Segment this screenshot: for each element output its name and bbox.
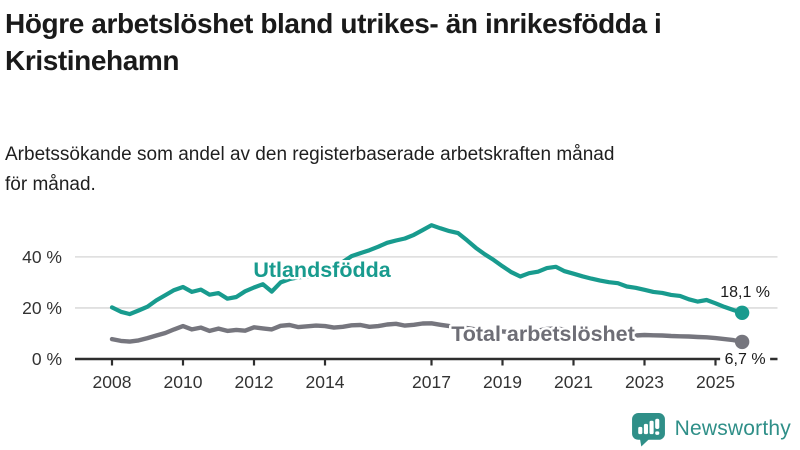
page-title-line-1: Högre arbetslöshet bland utrikes- än inr… [5,8,662,39]
x-axis-label: 2008 [93,372,132,392]
series-utlandsfodda-line [109,223,745,317]
annotation-background [720,350,771,368]
y-axis-label: 20 % [22,298,62,318]
x-axis-labels: 2008 2010 2012 2014 2017 2019 2021 2023 2025 [93,372,735,392]
page-subtitle-line-1: Arbetssökande som andel av den registerb… [5,144,615,165]
series-utlandsfodda-end-dot [734,305,750,320]
page-title-line-2: Kristinehamn [5,45,180,76]
newsworthy-logo-text: Newsworthy [674,417,791,440]
y-axis-label: 40 % [22,247,62,267]
annotation-total-value: 6,7 % [725,351,766,368]
newsworthy-logo-icon [631,412,665,446]
series-label-total-arbetsloshet: Total arbetslöshet [451,322,635,346]
x-axis-label: 2014 [306,372,345,392]
y-axis-label: 0 % [32,349,62,369]
page-subtitle: Arbetssökande som andel av den registerb… [5,140,795,200]
series-total-end-dot [734,334,750,350]
x-axis-label: 2021 [554,372,593,392]
x-axis-label: 2025 [696,372,735,392]
x-axis-label: 2017 [412,372,451,392]
page-subtitle-line-2: för månad. [5,174,96,195]
x-axis-label: 2012 [235,372,274,392]
series-total-arbetsloshet-line [109,321,745,345]
x-axis-label: 2023 [625,372,664,392]
series-label-utlandsfodda: Utlandsfödda [253,258,391,282]
annotation-utlandsfodda-value: 18,1 % [720,284,770,301]
page-title: Högre arbetslöshet bland utrikes- än inr… [5,5,800,79]
y-axis-labels: 40 % 20 % 0 % [22,247,62,369]
gridlines [75,256,778,309]
newsworthy-logo[interactable]: Newsworthy [630,410,791,448]
x-axis-label: 2019 [483,372,522,392]
x-axis-ticks [110,359,717,366]
x-axis-label: 2010 [164,372,203,392]
